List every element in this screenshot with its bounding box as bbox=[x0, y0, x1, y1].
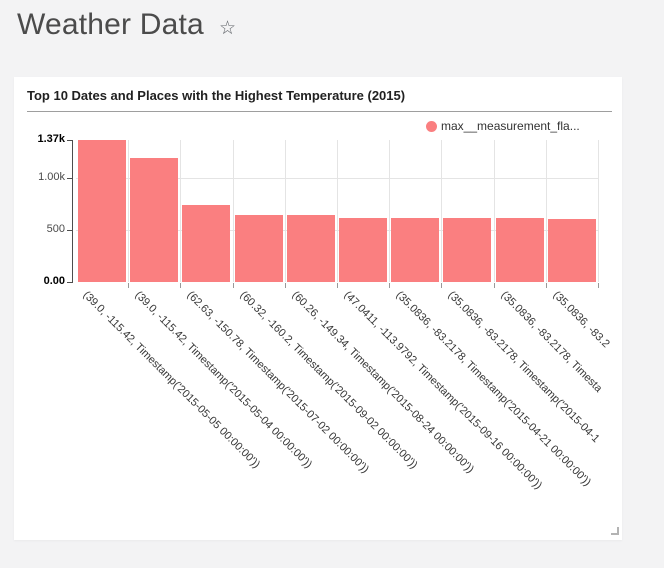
x-axis-tick bbox=[441, 283, 443, 288]
y-axis-tick bbox=[67, 230, 72, 232]
bar[interactable] bbox=[130, 157, 179, 282]
bar[interactable] bbox=[78, 140, 126, 282]
legend-item[interactable]: max__measurement_fla... bbox=[426, 119, 580, 133]
x-axis-tick bbox=[284, 283, 286, 288]
bar[interactable] bbox=[339, 217, 387, 282]
x-axis-label: (60.26, -149.34, Timestamp('2015-08-24 0… bbox=[289, 289, 476, 476]
x-axis-label: (35.0836, -83.2178, Timestamp('2015-04-2… bbox=[393, 289, 594, 489]
chart-card: Top 10 Dates and Places with the Highest… bbox=[14, 77, 622, 540]
x-axis-label: (62.63, -150.78, Timestamp('2015-07-02 0… bbox=[184, 289, 372, 476]
bar[interactable] bbox=[286, 215, 335, 282]
horizontal-gridline bbox=[76, 178, 598, 180]
x-axis-label: (60.32, -160.2, Timestamp('2015-09-02 00… bbox=[237, 289, 420, 472]
y-axis-line bbox=[72, 140, 73, 283]
y-axis-tick bbox=[67, 282, 72, 283]
resize-handle-icon[interactable] bbox=[611, 527, 619, 535]
favorite-star-icon[interactable]: ☆ bbox=[218, 17, 236, 39]
x-axis-tick bbox=[545, 283, 547, 288]
bar[interactable] bbox=[495, 218, 544, 282]
bar-chart-plot: 1.37k 1.00k 500 0.00 (39.0, -115.42, Timesta… bbox=[14, 77, 622, 540]
bar[interactable] bbox=[182, 205, 231, 282]
x-axis-tick bbox=[493, 283, 495, 288]
x-axis-label: (39.0, -115.42, Timestamp('2015-05-04 00… bbox=[132, 289, 315, 471]
bar[interactable] bbox=[391, 218, 440, 282]
x-axis-label: (35.0836, -83.2178, Timesta bbox=[498, 289, 604, 395]
y-axis-label: 0.00 bbox=[43, 275, 65, 287]
vertical-gridline bbox=[545, 140, 547, 282]
dashboard-header: Weather Data ☆ bbox=[17, 8, 236, 42]
vertical-gridline bbox=[128, 140, 130, 282]
x-axis-tick bbox=[337, 283, 338, 288]
y-axis-label: 1.00k bbox=[38, 171, 65, 184]
vertical-gridline bbox=[232, 140, 234, 282]
y-axis-label: 500 bbox=[46, 223, 65, 236]
vertical-gridline bbox=[389, 140, 391, 282]
y-axis-label: 1.37k bbox=[37, 133, 65, 145]
x-axis-tick bbox=[128, 283, 130, 288]
bar[interactable] bbox=[547, 218, 596, 282]
vertical-gridline bbox=[337, 140, 338, 282]
bar[interactable] bbox=[443, 218, 492, 282]
y-axis-tick bbox=[67, 178, 72, 180]
x-axis-tick bbox=[180, 283, 182, 288]
legend-label: max__measurement_fla... bbox=[441, 119, 580, 133]
vertical-gridline bbox=[441, 140, 443, 282]
x-axis-tick bbox=[232, 283, 234, 288]
legend-dot-icon bbox=[426, 120, 437, 132]
x-axis-label: (47.0411, -113.9792, Timestamp('2015-09-… bbox=[341, 289, 545, 492]
vertical-gridline bbox=[284, 140, 286, 282]
chart-title: Top 10 Dates and Places with the Highest… bbox=[27, 88, 406, 103]
x-axis-label: (39.0, -115.42, Timestamp('2015-05-05 00… bbox=[80, 289, 263, 471]
vertical-gridline bbox=[180, 140, 182, 282]
horizontal-gridline bbox=[76, 230, 598, 232]
vertical-gridline bbox=[598, 140, 599, 282]
title-divider bbox=[27, 111, 612, 112]
x-axis-tick bbox=[598, 283, 599, 288]
vertical-gridline bbox=[493, 140, 495, 282]
x-axis-tick bbox=[389, 283, 391, 288]
page-title: Weather Data bbox=[17, 8, 204, 41]
bar[interactable] bbox=[234, 214, 283, 282]
y-axis-tick bbox=[67, 140, 72, 141]
